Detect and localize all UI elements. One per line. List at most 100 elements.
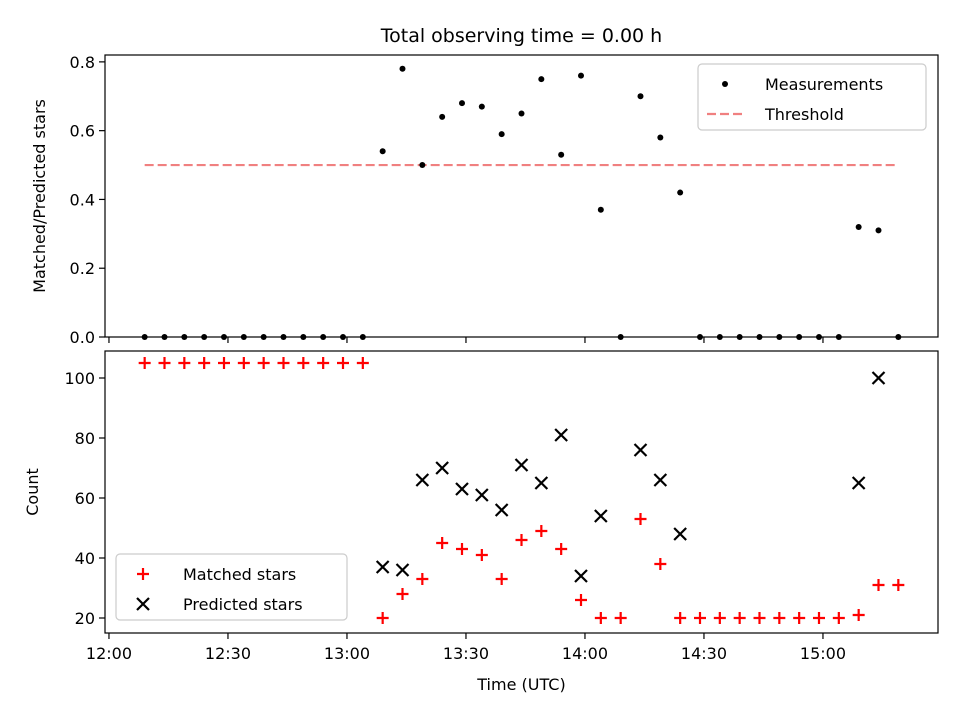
data-point-matched [218, 357, 230, 369]
data-point-matched [416, 573, 429, 585]
data-point [439, 113, 446, 120]
data-point-matched [832, 612, 845, 624]
data-point-matched [813, 612, 825, 624]
data-point-matched [713, 612, 726, 624]
data-point-matched [158, 357, 171, 369]
x-tick-label: 13:30 [443, 644, 489, 663]
data-point-predicted [455, 482, 469, 496]
data-point-matched [515, 534, 528, 546]
data-point-predicted [415, 473, 430, 487]
data-point [459, 100, 465, 107]
data-point [578, 72, 584, 79]
data-point [518, 110, 525, 117]
data-point-matched [674, 612, 687, 624]
y-tick-label: 0.4 [70, 190, 95, 209]
data-point-predicted [514, 458, 529, 472]
data-point-matched [277, 357, 290, 369]
y-axis-label: Count [23, 468, 42, 516]
data-point [478, 103, 485, 110]
y-tick-label: 0.8 [70, 53, 95, 72]
data-point [637, 93, 644, 100]
data-point [399, 65, 406, 72]
data-point-predicted [594, 509, 608, 523]
x-tick-label: 14:30 [681, 644, 727, 663]
data-point-predicted [851, 476, 866, 490]
x-tick-label: 14:00 [562, 644, 608, 663]
legend: Measurements Threshold [697, 63, 927, 131]
data-point-matched [317, 357, 330, 369]
bottom-panel: 20 40 60 80 100 12:00 12:30 13:00 13:30 14:00 14:3… [23, 350, 939, 694]
y-tick-label: 0.0 [70, 328, 95, 347]
legend-box [697, 63, 927, 131]
data-point-matched [555, 543, 568, 555]
legend-swatch [137, 568, 149, 580]
data-point [875, 227, 882, 234]
axes-frame [104, 350, 939, 634]
data-point [419, 162, 426, 169]
data-point [597, 206, 604, 213]
data-point-matched [237, 357, 250, 369]
data-point-matched [356, 357, 369, 369]
data-point-matched [257, 357, 270, 369]
axes-frame [104, 54, 939, 338]
data-point-predicted [435, 461, 449, 475]
data-point-matched [198, 357, 211, 369]
data-point-matched [475, 549, 488, 561]
data-point-predicted [633, 443, 648, 457]
data-point-matched [694, 612, 706, 624]
data-point-matched [594, 612, 607, 624]
data-point-matched [852, 609, 865, 621]
x-tick-label: 12:00 [86, 644, 132, 663]
data-point-matched [376, 612, 389, 624]
data-point [657, 134, 664, 141]
data-point-matched [773, 612, 786, 624]
x-tick-label: 12:30 [205, 644, 251, 663]
legend-label: Predicted stars [183, 595, 303, 614]
legend-swatch [136, 597, 150, 611]
chart-title: Total observing time = 0.00 h [380, 25, 662, 47]
x-axis-label: Time (UTC) [476, 675, 565, 694]
y-tick-label: 0.6 [70, 122, 95, 141]
data-point-matched [396, 588, 409, 600]
data-point-matched [436, 537, 449, 549]
data-point-matched [654, 558, 667, 570]
y-axis-label: Matched/Predicted stars [30, 99, 49, 293]
y-tick-label: 100 [64, 369, 95, 388]
legend-label: Threshold [764, 105, 844, 124]
data-point [855, 223, 862, 230]
data-point-matched [535, 525, 548, 537]
data-point-predicted [494, 503, 509, 517]
data-point-predicted [574, 569, 588, 583]
data-point-matched [297, 357, 310, 369]
data-point-matched [495, 573, 508, 585]
data-point-predicted [653, 473, 668, 487]
data-point-matched [753, 612, 766, 624]
data-point-predicted [871, 371, 886, 385]
y-tick-label: 20 [75, 609, 95, 628]
legend-swatch [722, 81, 728, 87]
data-point [558, 151, 565, 158]
legend-label: Matched stars [183, 565, 296, 584]
data-point-matched [793, 612, 806, 624]
data-point-predicted [673, 527, 687, 541]
y-tick-label: 60 [75, 489, 95, 508]
data-point-predicted [534, 476, 549, 490]
x-tick-label: 13:00 [324, 644, 370, 663]
data-point [538, 76, 545, 83]
data-point-matched [138, 357, 151, 369]
data-point [677, 189, 684, 196]
data-point-matched [575, 594, 587, 606]
legend: Matched stars Predicted stars [115, 553, 348, 621]
data-point-predicted [554, 428, 568, 442]
data-point-matched [634, 513, 647, 525]
legend-box [115, 553, 348, 621]
data-point-matched [892, 579, 905, 591]
data-point [379, 148, 386, 155]
data-point-matched [337, 357, 349, 369]
x-tick-label: 15:00 [800, 644, 846, 663]
data-point-matched [733, 612, 746, 624]
y-tick-label: 40 [75, 549, 95, 568]
top-panel: 0.0 0.2 0.4 0.6 0.8 Total observing time = 0.… [30, 25, 939, 347]
data-point-predicted [375, 560, 390, 574]
